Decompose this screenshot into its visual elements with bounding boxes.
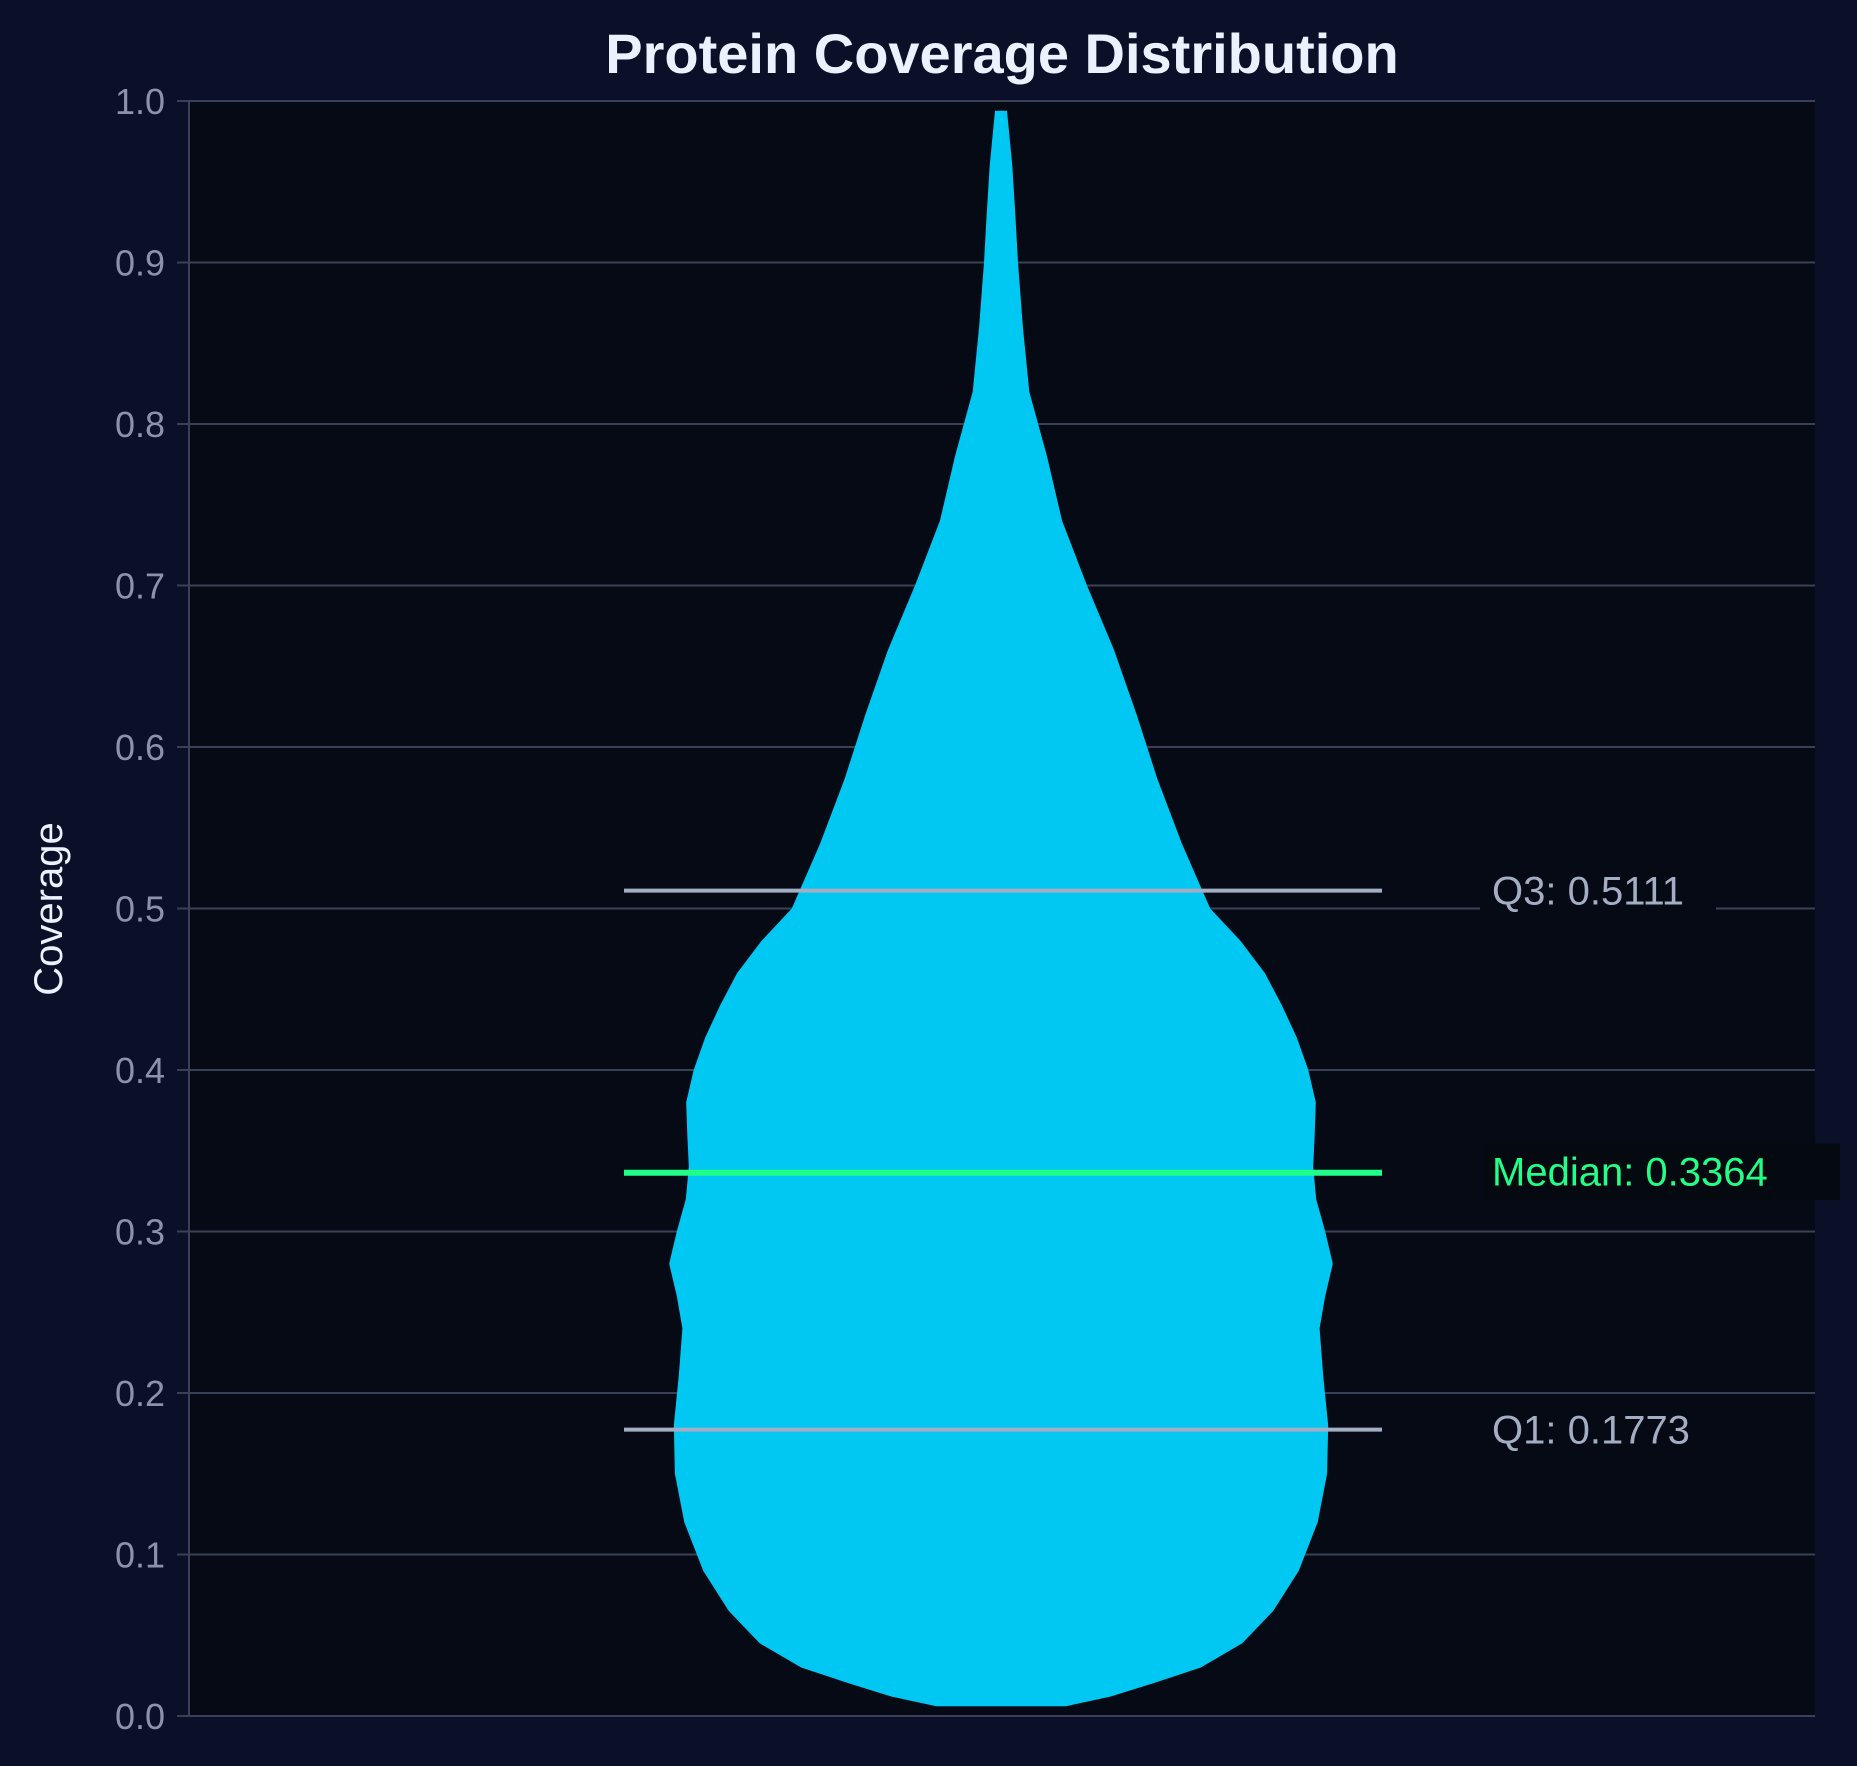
y-tick-label: 0.8 xyxy=(115,404,165,445)
y-tick-label: 0.9 xyxy=(115,243,165,284)
y-tick-label: 0.7 xyxy=(115,566,165,607)
y-tick-label: 1.0 xyxy=(115,81,165,122)
y-tick-label: 0.0 xyxy=(115,1696,165,1737)
violin-shape xyxy=(669,110,1333,1707)
labels: Q3: 0.5111 Median: 0.3364 Q1: 0.1773 Protei… xyxy=(27,22,1840,1453)
violin-body xyxy=(669,110,1333,1707)
axes: 0.0 0.1 0.2 0.3 0.4 0.5 0.6 0.7 0.8 0.9 1.0 xyxy=(115,81,1815,1737)
y-tick-label: 0.6 xyxy=(115,727,165,768)
median-label: Median: 0.3364 xyxy=(1492,1151,1768,1195)
median-label-background xyxy=(1484,1143,1840,1200)
y-tick-label: 0.2 xyxy=(115,1373,165,1414)
q1-label: Q1: 0.1773 xyxy=(1492,1409,1690,1453)
q3-label: Q3: 0.5111 xyxy=(1492,870,1684,914)
y-axis-label: Coverage xyxy=(27,822,71,995)
y-tick-label: 0.5 xyxy=(115,889,165,930)
q3-label-background xyxy=(1480,854,1716,913)
y-tick-label: 0.1 xyxy=(115,1535,165,1576)
quartile-lines xyxy=(624,888,1382,1432)
y-tick-label: 0.3 xyxy=(115,1212,165,1253)
y-tick-label: 0.4 xyxy=(115,1050,165,1091)
chart-title: Protein Coverage Distribution xyxy=(605,22,1398,85)
